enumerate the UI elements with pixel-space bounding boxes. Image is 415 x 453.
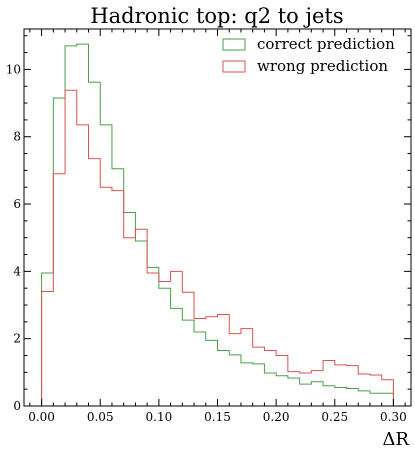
chart-title: Hadronic top: q2 to jets <box>90 4 343 28</box>
x-axis-label: ΔR <box>382 429 409 450</box>
y-tick-label: 6 <box>13 197 21 211</box>
series-correct-step-line <box>41 43 394 406</box>
y-tick-label: 2 <box>13 332 21 346</box>
x-tick-label: 0.05 <box>87 410 114 424</box>
ticks-layer: 0.00 0.05 0.10 0.15 0.20 0.25 0.30 0 2 4 6 8 10 <box>6 29 411 424</box>
series-wrong-step-line <box>41 89 394 406</box>
y-tick-label: 8 <box>13 130 21 144</box>
x-tick-label: 0.30 <box>380 410 407 424</box>
x-tick-label: 0.00 <box>28 410 55 424</box>
y-tick-label: 0 <box>13 399 21 413</box>
y-tick-label: 10 <box>6 62 21 76</box>
legend-swatch-correct <box>222 38 246 51</box>
x-tick-label: 0.15 <box>204 410 231 424</box>
x-tick-label: 0.20 <box>263 410 290 424</box>
legend: correct prediction wrong prediction <box>222 35 395 75</box>
plot-frame <box>23 28 412 407</box>
series-layer <box>41 43 394 406</box>
legend-swatch-wrong <box>222 60 246 73</box>
y-tick-label: 4 <box>13 264 21 278</box>
x-tick-label: 0.10 <box>146 410 173 424</box>
x-tick-label: 0.25 <box>321 410 348 424</box>
legend-label-wrong: wrong prediction <box>257 57 388 75</box>
legend-label-correct: correct prediction <box>257 35 395 53</box>
